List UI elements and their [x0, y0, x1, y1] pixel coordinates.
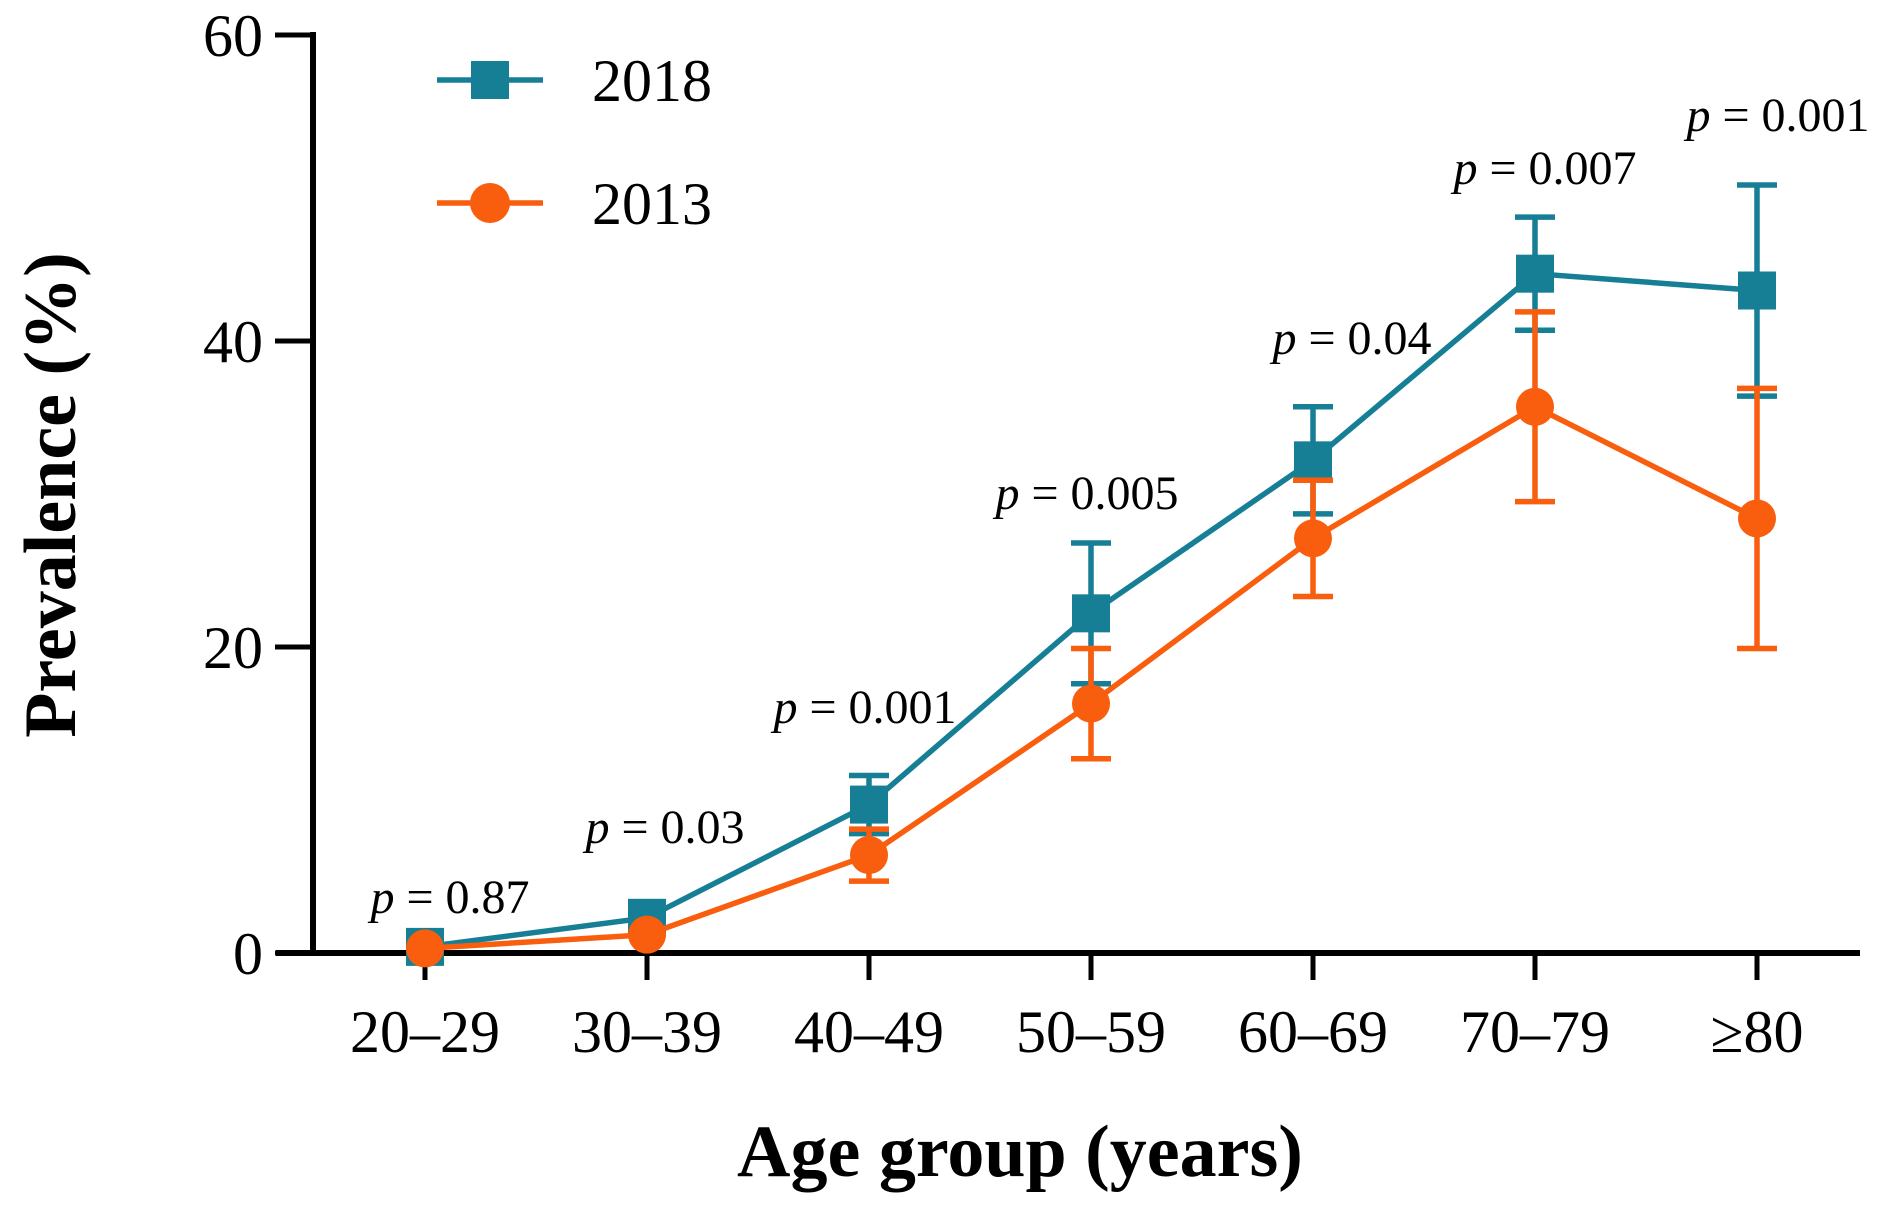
x-tick-label: 50–59: [1016, 999, 1166, 1065]
x-axis-title: Age group (years): [737, 1111, 1303, 1193]
p-value-annotation: p = 0.04: [1269, 312, 1431, 365]
legend-label-2013: 2013: [592, 171, 712, 237]
y-tick-label: 0: [233, 921, 263, 987]
marker-square: [1516, 254, 1554, 293]
series-2013: [406, 309, 1777, 968]
y-tick-label: 20: [203, 615, 263, 681]
chart-generated-content: 0 20 40 60 20–29 30–39 40–49 50–59 60–69 70–79 ≥80…: [203, 3, 1870, 1065]
legend-marker-2018: [437, 61, 543, 99]
x-tick-label: ≥80: [1711, 999, 1804, 1065]
marker-circle: [1294, 519, 1332, 558]
legend-marker-circle: [470, 183, 510, 223]
y-tick-label: 60: [203, 3, 263, 69]
legend-label-2018: 2018: [592, 48, 712, 114]
y-tick-label: 40: [203, 309, 263, 375]
x-tick-label: 30–39: [572, 999, 722, 1065]
p-value-annotation: p = 0.001: [1683, 89, 1869, 142]
legend-marker-2013: [437, 183, 543, 223]
x-tick-label: 40–49: [794, 999, 944, 1065]
legend: 2018 2013: [437, 48, 712, 237]
marker-circle: [1738, 499, 1776, 538]
legend-markers: [437, 61, 543, 223]
x-tick-label: 70–79: [1460, 999, 1610, 1065]
p-value-annotation: p = 0.87: [367, 871, 529, 924]
y-axis-title: Prevalence (%): [10, 252, 92, 738]
marker-square: [850, 785, 888, 824]
p-value-annotation: p = 0.007: [1450, 142, 1636, 195]
marker-circle: [1072, 684, 1110, 723]
marker-circle: [628, 915, 666, 954]
p-value-annotation: p = 0.005: [992, 467, 1178, 520]
x-tick-label: 20–29: [350, 999, 500, 1065]
p-value-annotation: p = 0.001: [770, 681, 956, 734]
p-value-annotation: p = 0.03: [582, 801, 744, 854]
marker-circle: [850, 836, 888, 875]
marker-circle: [406, 929, 444, 968]
marker-square: [1738, 271, 1776, 310]
marker-square: [1072, 594, 1110, 633]
legend-marker-square: [471, 61, 509, 99]
marker-circle: [1516, 387, 1554, 426]
marker-square: [1294, 441, 1332, 480]
x-tick-label: 60–69: [1238, 999, 1388, 1065]
